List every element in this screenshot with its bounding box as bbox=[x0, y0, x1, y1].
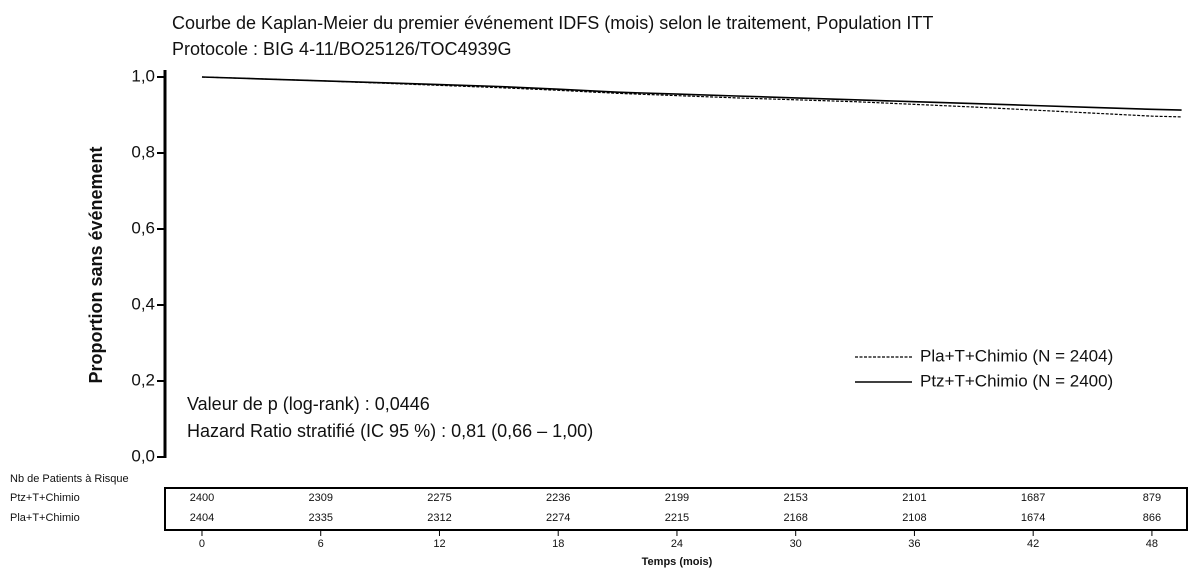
risk-count: 2168 bbox=[783, 512, 807, 524]
risk-row-label: Pla+T+Chimio bbox=[10, 512, 80, 524]
chart-subtitle: Protocole : BIG 4-11/BO25126/TOC4939G bbox=[172, 39, 512, 59]
x-tick-label: 24 bbox=[671, 538, 683, 550]
x-tick-label: 30 bbox=[790, 538, 802, 550]
risk-count: 2274 bbox=[546, 512, 570, 524]
x-tick-label: 0 bbox=[199, 538, 205, 550]
risk-table-title: Nb de Patients à Risque bbox=[10, 473, 129, 485]
y-tick-label: 1,0 bbox=[131, 66, 155, 85]
risk-row-label: Ptz+T+Chimio bbox=[10, 492, 80, 504]
risk-count: 2309 bbox=[308, 492, 332, 504]
risk-count: 2400 bbox=[190, 492, 214, 504]
risk-table-frame bbox=[164, 487, 1188, 531]
x-axis-label: Temps (mois) bbox=[642, 556, 713, 568]
risk-count: 2101 bbox=[902, 492, 926, 504]
y-tick-label: 0,4 bbox=[131, 294, 155, 313]
x-tick-label: 36 bbox=[908, 538, 920, 550]
y-tick-label: 0,0 bbox=[131, 446, 155, 465]
risk-count: 2153 bbox=[783, 492, 807, 504]
risk-count: 879 bbox=[1143, 492, 1161, 504]
survival-curve bbox=[201, 76, 1182, 111]
risk-count: 2404 bbox=[190, 512, 214, 524]
risk-count: 2236 bbox=[546, 492, 570, 504]
y-tick-label: 0,8 bbox=[131, 142, 155, 161]
risk-count: 1674 bbox=[1021, 512, 1045, 524]
x-tick-label: 42 bbox=[1027, 538, 1039, 550]
risk-count: 1687 bbox=[1021, 492, 1045, 504]
risk-count: 2199 bbox=[665, 492, 689, 504]
x-tick-label: 12 bbox=[433, 538, 445, 550]
annotation: Valeur de p (log-rank) : 0,0446 bbox=[187, 394, 430, 414]
legend-label: Ptz+T+Chimio (N = 2400) bbox=[920, 371, 1113, 390]
chart-title: Courbe de Kaplan-Meier du premier événem… bbox=[172, 13, 933, 33]
legend-label: Pla+T+Chimio (N = 2404) bbox=[920, 346, 1113, 365]
y-tick-label: 0,6 bbox=[131, 218, 155, 237]
x-tick-label: 18 bbox=[552, 538, 564, 550]
annotation: Hazard Ratio stratifié (IC 95 %) : 0,81 … bbox=[187, 421, 593, 441]
survival-curve bbox=[201, 76, 1182, 118]
risk-count: 2335 bbox=[308, 512, 332, 524]
y-tick-label: 0,2 bbox=[131, 370, 155, 389]
x-tick-label: 6 bbox=[318, 538, 324, 550]
risk-count: 2275 bbox=[427, 492, 451, 504]
x-tick-label: 48 bbox=[1146, 538, 1158, 550]
risk-count: 2312 bbox=[427, 512, 451, 524]
y-axis-label: Proportion sans événement bbox=[86, 146, 106, 383]
risk-count: 2108 bbox=[902, 512, 926, 524]
risk-count: 2215 bbox=[665, 512, 689, 524]
risk-count: 866 bbox=[1143, 512, 1161, 524]
